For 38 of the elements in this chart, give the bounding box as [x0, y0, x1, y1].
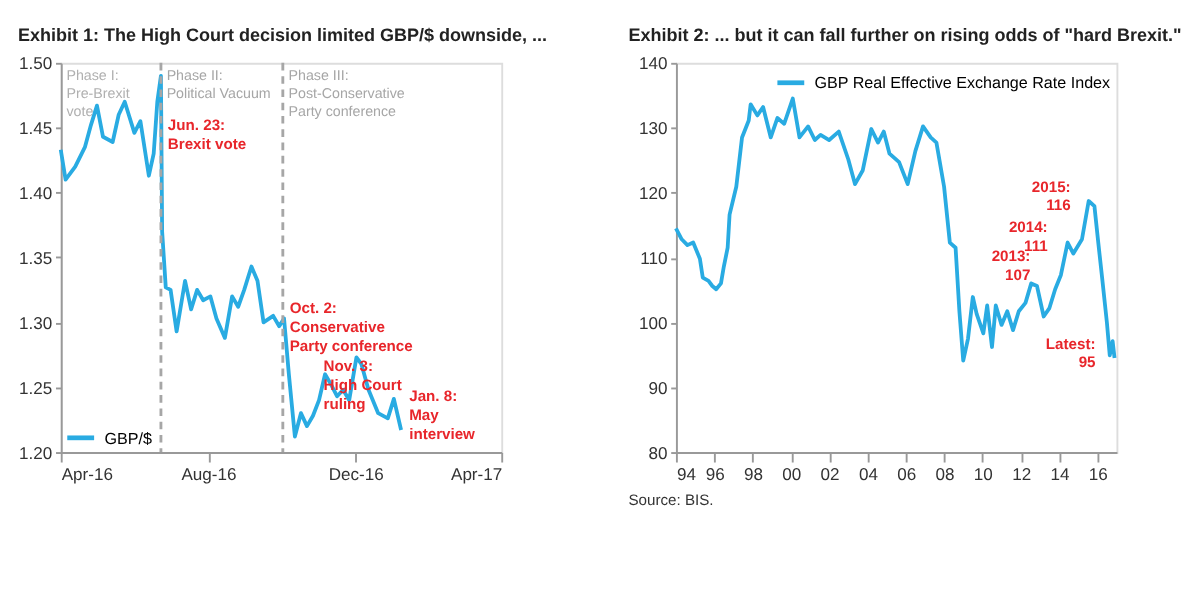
y-tick-label: 80: [648, 442, 668, 463]
y-tick-label: 130: [638, 118, 668, 139]
x-tick-label: 16: [1088, 463, 1109, 484]
x-tick-label: Apr-17: [451, 463, 503, 484]
x-tick-label: 04: [858, 463, 879, 484]
x-tick-label: 02: [820, 463, 841, 484]
y-tick-label: 1.45: [19, 118, 53, 139]
x-tick-label: 00: [782, 463, 802, 484]
x-tick-label: 06: [897, 463, 917, 484]
x-tick-label: 94: [676, 463, 697, 484]
x-tick-label: Apr-16: [61, 463, 114, 484]
chart-title: Exhibit 1: The High Court decision limited GBP/$ downside, ...: [18, 25, 548, 45]
y-tick-label: 120: [638, 183, 668, 204]
y-tick-label: 140: [638, 53, 668, 74]
x-tick-label: 98: [744, 463, 764, 484]
annotation: Oct. 2: Conservative Party conference: [289, 298, 413, 355]
x-tick-label: 10: [973, 463, 994, 484]
annotation: Jan. 8: May interview: [409, 387, 476, 444]
y-tick-label: 1.30: [19, 312, 53, 333]
annotation: Latest: 95: [1045, 334, 1096, 372]
y-tick-label: 110: [640, 248, 668, 269]
chart-title: Exhibit 2: ... but it can fall further on rising odds of "hard Brexit.": [628, 25, 1182, 45]
y-tick-label: 100: [638, 312, 668, 333]
x-tick-label: 96: [705, 463, 726, 484]
y-tick-label: 1.20: [19, 442, 53, 463]
annotation: Jun. 23: Brexit vote: [167, 115, 247, 153]
annotation: 2015: 116: [1031, 177, 1071, 215]
source-note: Source: BIS.: [628, 491, 714, 510]
x-tick-label: 08: [935, 463, 956, 484]
x-tick-label: Aug-16: [181, 463, 237, 484]
y-tick-label: 1.35: [19, 248, 53, 269]
x-tick-label: 14: [1050, 463, 1070, 484]
y-tick-label: 1.25: [19, 377, 53, 398]
x-tick-label: 12: [1012, 463, 1032, 484]
y-tick-label: 1.40: [19, 183, 53, 204]
x-tick-label: Dec-16: [328, 463, 385, 484]
y-tick-label: 90: [648, 377, 668, 398]
y-tick-label: 1.50: [19, 53, 53, 74]
